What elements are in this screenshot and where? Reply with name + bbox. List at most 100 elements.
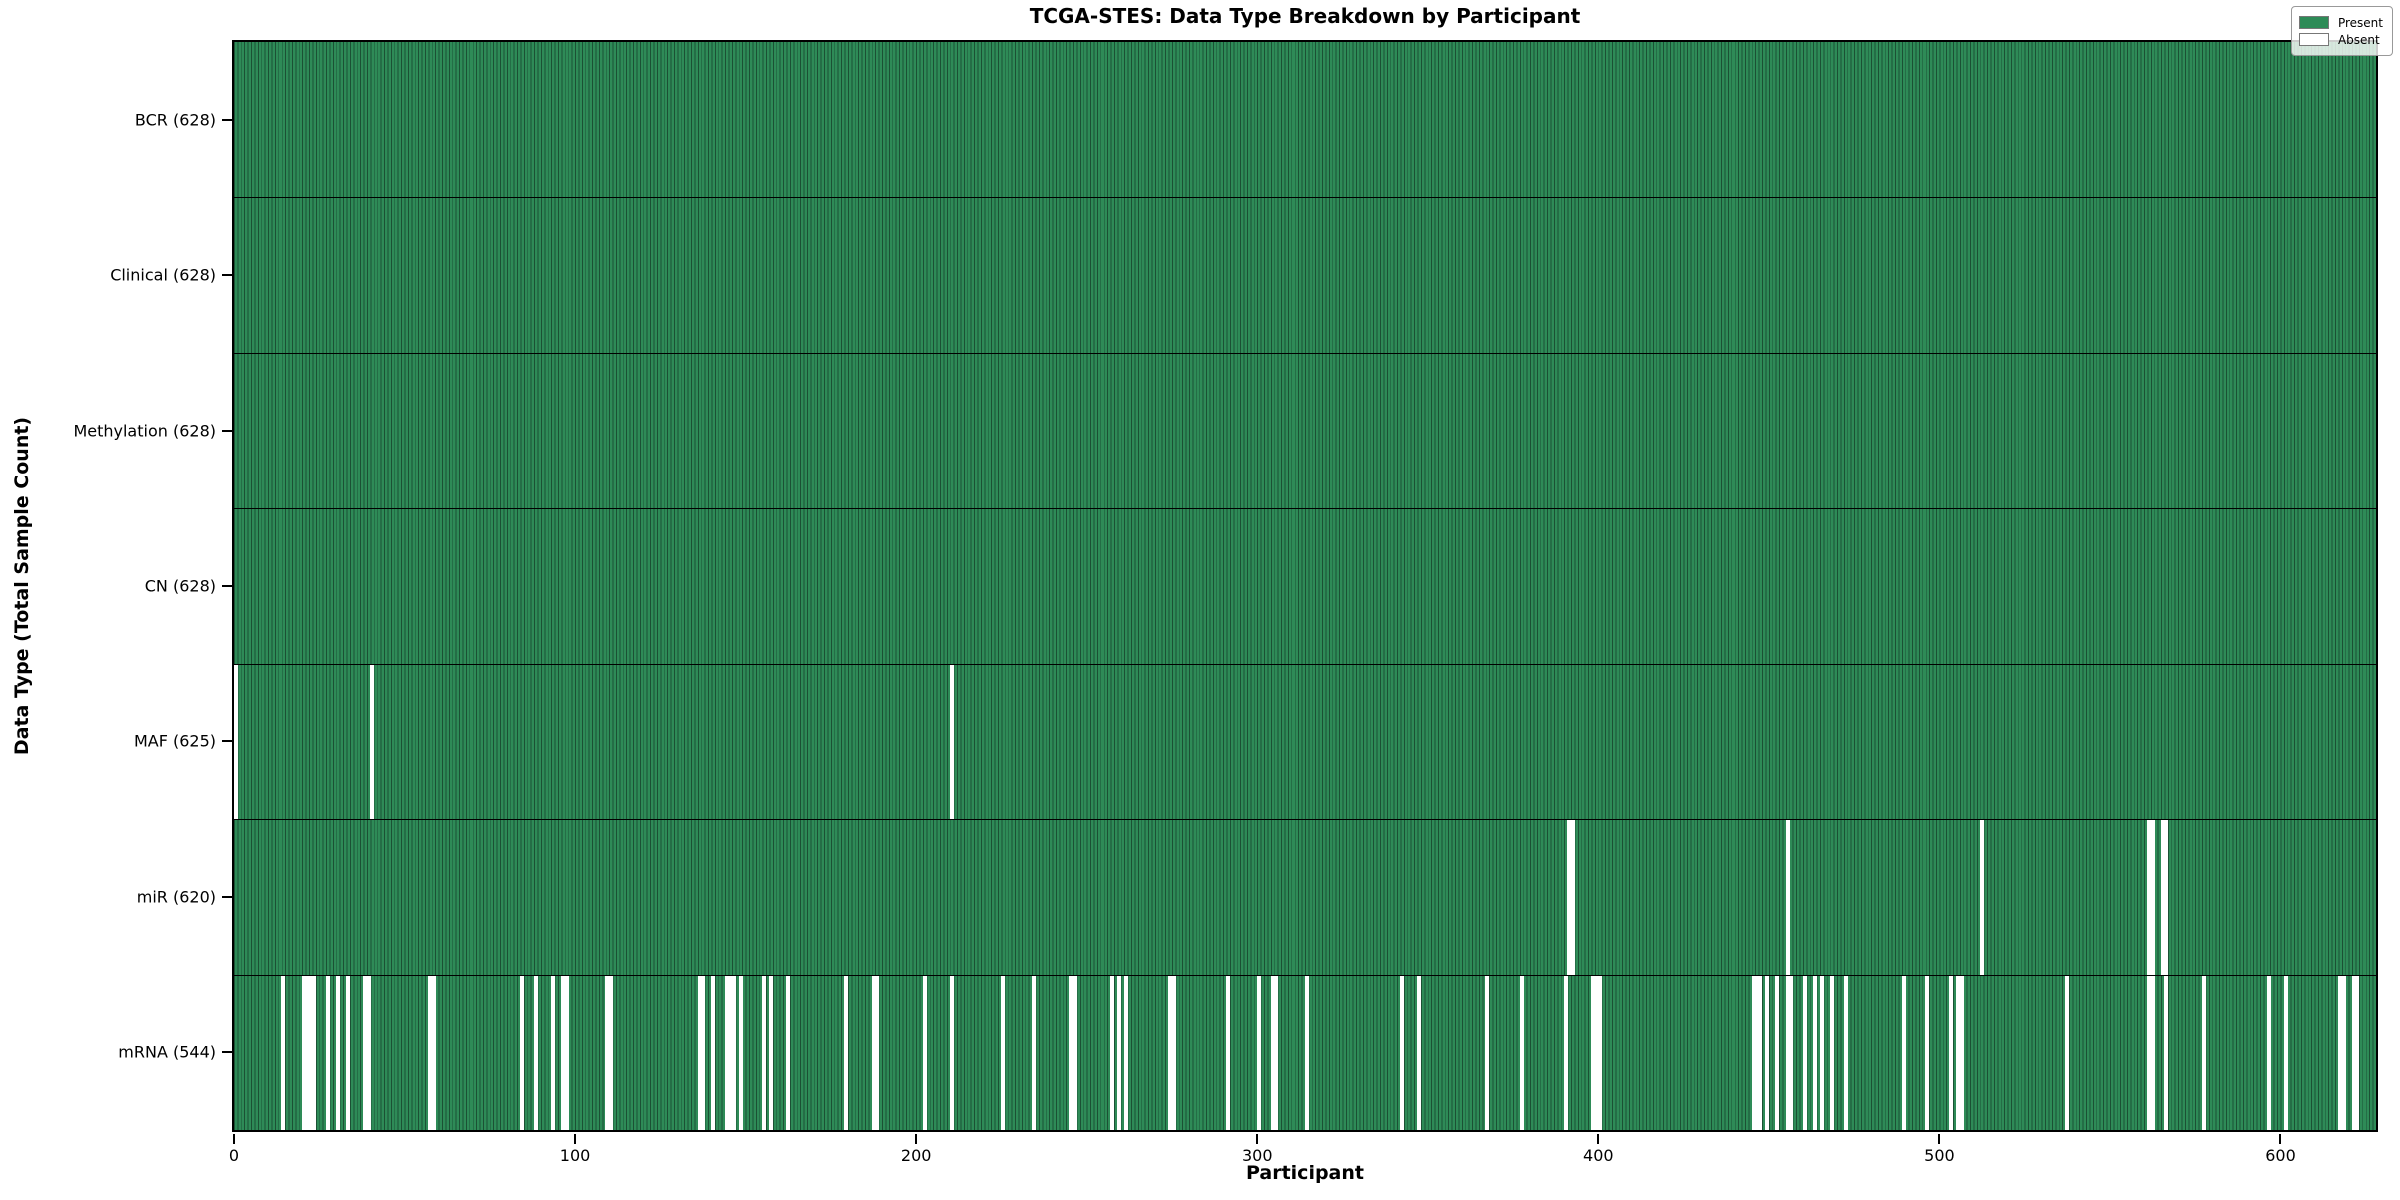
absent-stripe: [1072, 974, 1077, 1130]
absent-stripe: [608, 974, 613, 1130]
y-tick-label: Clinical (628): [110, 265, 216, 285]
y-tick-label: CN (628): [144, 576, 216, 596]
absent-stripe: [1765, 974, 1770, 1130]
x-tick-label: 500: [1924, 1146, 1955, 1165]
absent-stripe: [728, 974, 733, 1130]
legend-item-absent: Absent: [2298, 32, 2383, 47]
absent-stripe: [2164, 974, 2169, 1130]
x-tick-label: 400: [1583, 1146, 1614, 1165]
absent-stripe: [1925, 974, 1930, 1130]
absent-stripe: [2201, 974, 2206, 1130]
absent-stripe: [1819, 974, 1824, 1130]
absent-stripe: [1001, 974, 1006, 1130]
absent-stripe: [1775, 974, 1780, 1130]
absent-stripe: [2147, 819, 2152, 975]
y-tick-mark: [222, 429, 232, 432]
absent-stripe: [1901, 974, 1906, 1130]
absent-stripe: [700, 974, 705, 1130]
absent-stripe: [731, 974, 736, 1130]
absent-stripe: [762, 974, 767, 1130]
absent-stripe: [949, 663, 954, 820]
absent-stripe: [922, 974, 927, 1130]
absent-stripe: [1031, 974, 1036, 1130]
row-separator: [234, 352, 2376, 354]
absent-stripe: [520, 974, 525, 1130]
legend-absent-label: Absent: [2337, 32, 2380, 47]
absent-swatch-icon: [2298, 33, 2329, 46]
y-tick-mark: [222, 118, 232, 121]
absent-stripe: [533, 974, 538, 1130]
absent-stripe: [697, 974, 702, 1130]
row-separator: [234, 197, 2376, 199]
absent-stripe: [1802, 974, 1807, 1130]
absent-stripe: [2351, 974, 2356, 1130]
absent-stripe: [308, 974, 313, 1130]
absent-stripe: [312, 974, 317, 1130]
absent-stripe: [1274, 974, 1278, 1130]
x-tick-mark: [1256, 1134, 1259, 1144]
x-tick-label: 200: [900, 1146, 932, 1165]
absent-stripe: [1959, 974, 1964, 1130]
y-tick-mark: [222, 740, 232, 743]
row-mir: [234, 819, 2376, 975]
absent-stripe: [1226, 974, 1231, 1130]
row-separator: [234, 663, 2376, 665]
absent-stripe: [1843, 974, 1848, 1130]
absent-stripe: [363, 974, 368, 1130]
absent-stripe: [1758, 974, 1763, 1130]
absent-stripe: [1829, 974, 1834, 1130]
y-tick-label: miR (620): [136, 887, 216, 907]
absent-stripe: [844, 974, 849, 1130]
row-mrna: [234, 974, 2376, 1130]
absent-stripe: [2065, 974, 2070, 1130]
absent-stripe: [305, 974, 310, 1130]
absent-stripe: [1304, 974, 1309, 1130]
absent-stripe: [1812, 974, 1817, 1130]
absent-stripe: [1754, 974, 1759, 1130]
absent-stripe: [325, 974, 330, 1130]
y-tick-mark: [222, 585, 232, 587]
absent-stripe: [1123, 974, 1128, 1130]
absent-stripe: [564, 974, 569, 1130]
absent-stripe: [1168, 974, 1173, 1130]
row-maf: [233, 663, 2376, 820]
y-tick-label: Methylation (628): [73, 421, 216, 441]
legend: Present Absent: [2290, 6, 2393, 56]
absent-stripe: [711, 974, 716, 1130]
absent-stripe: [2355, 974, 2360, 1130]
absent-stripe: [1789, 974, 1794, 1130]
absent-stripe: [1980, 819, 1985, 975]
absent-stripe: [1598, 974, 1603, 1130]
absent-stripe: [281, 974, 286, 1130]
legend-item-present: Present: [2298, 15, 2383, 30]
absent-stripe: [233, 663, 238, 820]
absent-stripe: [2266, 974, 2271, 1130]
absent-stripe: [370, 663, 375, 820]
absent-stripe: [1785, 819, 1790, 975]
absent-stripe: [2283, 974, 2288, 1130]
legend-present-label: Present: [2337, 15, 2383, 30]
y-tick-mark: [222, 1051, 232, 1054]
absent-stripe: [366, 974, 371, 1130]
row-separator: [234, 819, 2376, 821]
absent-stripe: [1567, 819, 1572, 975]
absent-stripe: [301, 974, 306, 1130]
absent-stripe: [769, 974, 774, 1130]
absent-stripe: [1563, 974, 1568, 1130]
absent-stripe: [346, 974, 351, 1130]
x-tick-label: 600: [2265, 1146, 2296, 1165]
absent-stripe: [1570, 819, 1575, 975]
x-tick-label: 300: [1241, 1146, 1273, 1165]
row-methylation: [234, 352, 2376, 509]
absent-stripe: [724, 974, 729, 1130]
absent-stripe: [550, 974, 555, 1130]
y-axis-label: Data Type (Total Sample Count): [11, 416, 33, 756]
absent-stripe: [2150, 819, 2155, 975]
absent-stripe: [2147, 974, 2152, 1130]
row-separator: [234, 974, 2376, 976]
absent-stripe: [1110, 974, 1115, 1130]
absent-stripe: [1751, 974, 1756, 1130]
absent-stripe: [2160, 819, 2165, 975]
absent-stripe: [1400, 974, 1405, 1130]
absent-stripe: [2338, 974, 2343, 1130]
